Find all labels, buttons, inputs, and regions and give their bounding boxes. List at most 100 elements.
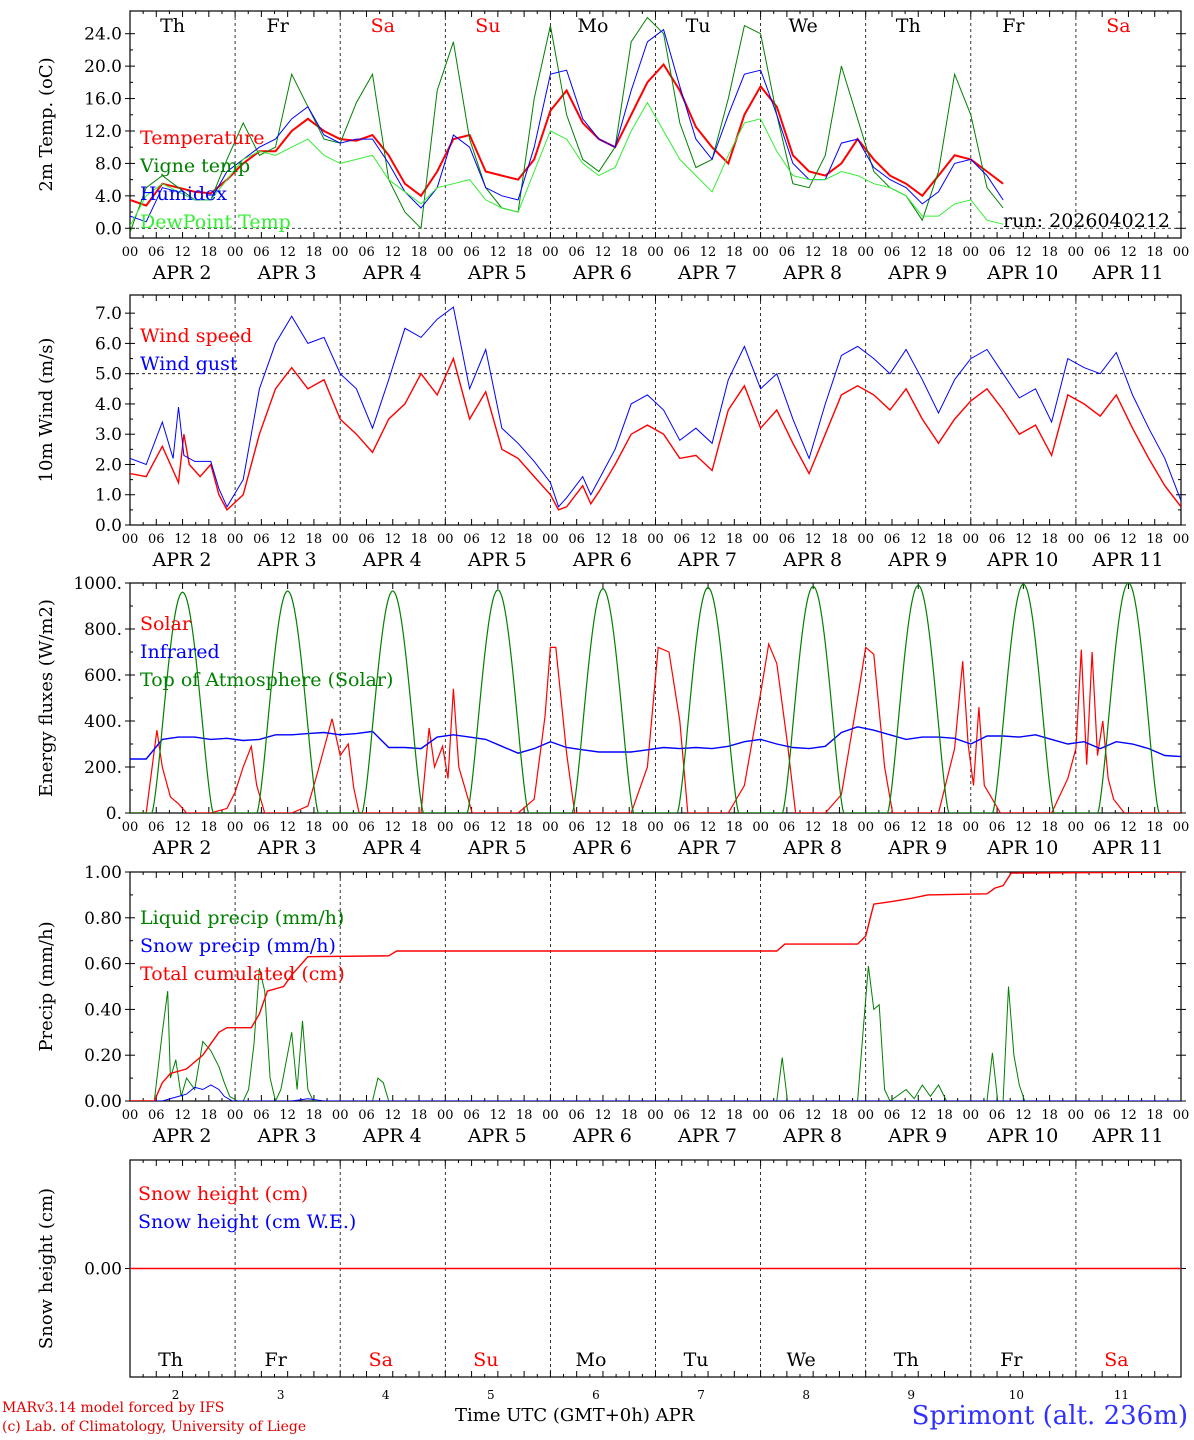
x-hour-label: 00 xyxy=(122,1108,139,1123)
x-date-label: APR 6 xyxy=(572,837,632,859)
y-tick-label: 0.00 xyxy=(84,1260,122,1280)
x-hour-label: 06 xyxy=(989,1108,1006,1123)
panel-snow: Snow height (cm) xyxy=(36,1159,1186,1378)
day-abbr-bottom: Th xyxy=(158,1349,183,1371)
x-hour-label: 06 xyxy=(358,532,375,547)
legend-entry: Vigne temp xyxy=(139,155,250,177)
series-solar xyxy=(130,641,1181,813)
day-number: 2 xyxy=(172,1388,180,1402)
day-abbr-top: Sa xyxy=(371,15,395,37)
credit-model: MARv3.14 model forced by IFS xyxy=(2,1400,225,1416)
x-hour-label: 12 xyxy=(595,532,612,547)
x-hour-label: 00 xyxy=(963,820,980,835)
legend-entry: Total cumulated (cm) xyxy=(140,963,345,985)
x-hour-label: 18 xyxy=(411,1108,428,1123)
x-date-label: APR 11 xyxy=(1091,837,1163,859)
day-abbr-bottom: Th xyxy=(894,1349,919,1371)
x-hour-label: 00 xyxy=(752,245,769,260)
x-hour-label: 00 xyxy=(437,820,454,835)
x-date-label: APR 10 xyxy=(986,262,1058,284)
x-hour-label: 00 xyxy=(332,532,349,547)
x-hour-label: 18 xyxy=(936,532,953,547)
x-hour-label: 18 xyxy=(621,245,638,260)
x-date-label: APR 9 xyxy=(887,549,947,571)
day-abbr-top: Mo xyxy=(577,15,608,37)
x-date-label: APR 11 xyxy=(1091,549,1163,571)
x-date-label: APR 7 xyxy=(677,549,737,571)
series-total-cumulated-cm xyxy=(130,872,1181,1101)
x-hour-label: 12 xyxy=(490,245,507,260)
x-date-label: APR 3 xyxy=(257,262,317,284)
x-hour-label: 12 xyxy=(595,245,612,260)
series-liquid-precip-mm-h xyxy=(130,965,1181,1101)
x-hour-label: 06 xyxy=(568,245,585,260)
x-hour-label: 12 xyxy=(384,1108,401,1123)
x-date-label: APR 11 xyxy=(1091,262,1163,284)
x-hour-label: 06 xyxy=(358,1108,375,1123)
x-hour-label: 12 xyxy=(174,245,191,260)
day-abbr-top: Sa xyxy=(1106,15,1130,37)
x-hour-label: 06 xyxy=(463,532,480,547)
x-hour-label: 06 xyxy=(1094,245,1111,260)
x-date-label: APR 4 xyxy=(362,262,422,284)
x-hour-label: 18 xyxy=(936,245,953,260)
x-hour-label: 12 xyxy=(1120,245,1137,260)
y-tick-label: 0.0 xyxy=(95,516,122,536)
x-hour-label: 18 xyxy=(306,245,323,260)
x-hour-label: 12 xyxy=(490,820,507,835)
x-date-label: APR 3 xyxy=(257,1125,317,1147)
x-hour-label: 06 xyxy=(884,1108,901,1123)
x-hour-label: 12 xyxy=(384,532,401,547)
y-tick-label: 24.0 xyxy=(84,25,122,45)
series-infrared xyxy=(130,726,1181,760)
x-hour-label: 18 xyxy=(1041,1108,1058,1123)
legend-entry: Snow height (cm) xyxy=(138,1183,308,1205)
x-hour-label: 12 xyxy=(279,820,296,835)
series-humidex xyxy=(130,28,1004,223)
x-date-label: APR 9 xyxy=(887,837,947,859)
legend-entry: Wind speed xyxy=(140,325,252,347)
x-hour-label: 00 xyxy=(1173,820,1190,835)
x-hour-label: 00 xyxy=(332,245,349,260)
day-number: 4 xyxy=(382,1388,390,1402)
x-hour-label: 06 xyxy=(253,532,270,547)
x-hour-label: 12 xyxy=(700,532,717,547)
x-hour-label: 18 xyxy=(516,1108,533,1123)
x-hour-label: 12 xyxy=(910,820,927,835)
legend-entry: DewPoint Temp xyxy=(140,211,291,233)
x-hour-label: 00 xyxy=(752,1108,769,1123)
x-hour-label: 18 xyxy=(831,245,848,260)
x-hour-label: 06 xyxy=(779,532,796,547)
x-date-label: APR 6 xyxy=(572,262,632,284)
credit-lab: (c) Lab. of Climatology, University of L… xyxy=(2,1419,307,1435)
run-label: run: 2026040212 xyxy=(1003,210,1170,232)
y-axis-label: Snow height (cm) xyxy=(36,1188,57,1349)
x-date-label: APR 7 xyxy=(677,1125,737,1147)
x-date-label: APR 5 xyxy=(467,262,527,284)
x-hour-label: 18 xyxy=(726,532,743,547)
station-name: Sprimont (alt. 236m) xyxy=(911,1401,1188,1431)
x-date-label: APR 8 xyxy=(782,837,842,859)
x-hour-label: 00 xyxy=(437,532,454,547)
x-hour-label: 00 xyxy=(647,245,664,260)
x-hour-label: 18 xyxy=(621,820,638,835)
x-hour-label: 00 xyxy=(1068,1108,1085,1123)
x-hour-label: 12 xyxy=(174,1108,191,1123)
x-date-label: APR 10 xyxy=(986,549,1058,571)
x-hour-label: 18 xyxy=(201,532,218,547)
y-tick-label: 1.0 xyxy=(95,486,122,506)
series-vigne-temp xyxy=(130,16,1004,233)
x-date-label: APR 10 xyxy=(986,1125,1058,1147)
x-date-label: APR 4 xyxy=(362,549,422,571)
x-hour-label: 18 xyxy=(306,820,323,835)
x-hour-label: 00 xyxy=(857,532,874,547)
x-hour-label: 12 xyxy=(490,532,507,547)
panel-energy: Energy fluxes (W/m2) xyxy=(36,582,1186,814)
x-date-label: APR 5 xyxy=(467,549,527,571)
day-number: 3 xyxy=(277,1388,285,1402)
x-hour-label: 06 xyxy=(989,245,1006,260)
x-hour-label: 06 xyxy=(358,820,375,835)
x-hour-label: 18 xyxy=(1146,245,1163,260)
x-hour-label: 12 xyxy=(279,532,296,547)
